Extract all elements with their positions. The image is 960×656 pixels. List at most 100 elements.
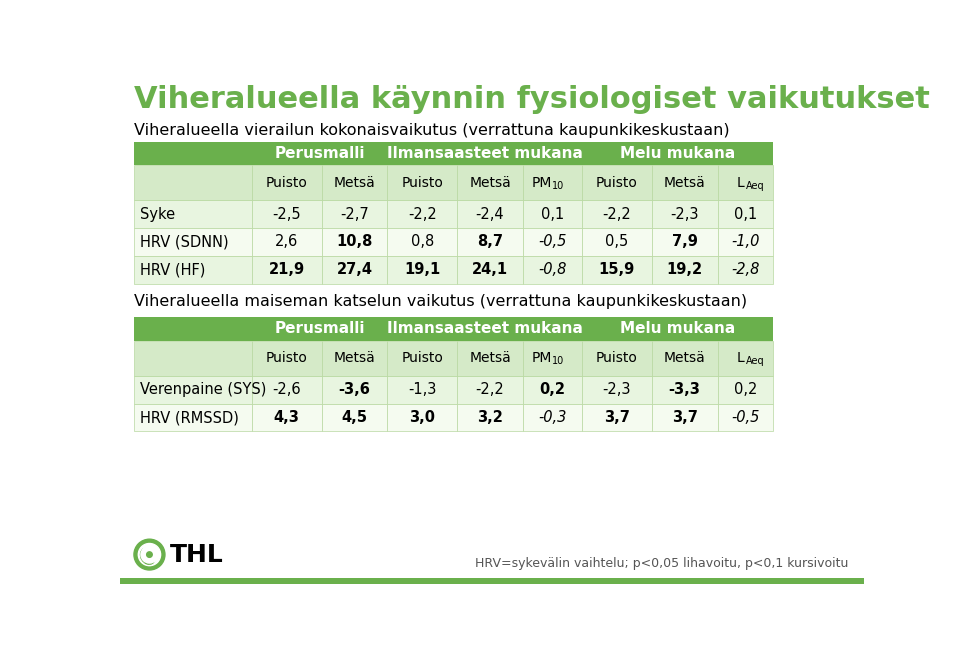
Bar: [717, 228, 774, 256]
Text: 3,7: 3,7: [604, 410, 630, 425]
Bar: [388, 318, 582, 340]
Text: 19,1: 19,1: [404, 262, 441, 277]
Text: -3,3: -3,3: [669, 382, 701, 398]
Text: 15,9: 15,9: [599, 262, 635, 277]
Text: -2,3: -2,3: [603, 382, 631, 398]
Bar: [717, 200, 774, 228]
Text: 4,5: 4,5: [342, 410, 368, 425]
Text: Viheralueella vierailun kokonaisvaikutus (verrattuna kaupunkikeskustaan): Viheralueella vierailun kokonaisvaikutus…: [134, 123, 730, 138]
Bar: [523, 403, 582, 432]
Bar: [134, 165, 252, 200]
Text: Puisto: Puisto: [596, 351, 637, 365]
Text: Puisto: Puisto: [266, 176, 307, 190]
Text: PM: PM: [531, 351, 552, 365]
Text: Metsä: Metsä: [333, 176, 375, 190]
Text: Metsä: Metsä: [469, 176, 511, 190]
Text: 24,1: 24,1: [472, 262, 508, 277]
Text: L: L: [737, 176, 745, 190]
Text: Verenpaine (SYS): Verenpaine (SYS): [140, 382, 267, 398]
Bar: [252, 376, 322, 403]
Text: -2,2: -2,2: [408, 207, 437, 222]
Bar: [582, 256, 652, 283]
Bar: [134, 318, 252, 340]
Text: Metsä: Metsä: [663, 176, 706, 190]
Bar: [388, 165, 457, 200]
Text: Viheralueella käynnin fysiologiset vaikutukset: Viheralueella käynnin fysiologiset vaiku…: [134, 85, 930, 114]
Text: Metsä: Metsä: [663, 351, 706, 365]
Text: 10: 10: [552, 356, 564, 366]
Text: Perusmalli: Perusmalli: [275, 321, 365, 337]
Bar: [134, 142, 252, 165]
Text: Ilmansaasteet mukana: Ilmansaasteet mukana: [387, 321, 583, 337]
Bar: [252, 340, 322, 376]
Text: Perusmalli: Perusmalli: [275, 146, 365, 161]
Bar: [322, 403, 388, 432]
Text: HRV=sykevälin vaihtelu; p<0,05 lihavoitu, p<0,1 kursivoitu: HRV=sykevälin vaihtelu; p<0,05 lihavoitu…: [475, 558, 849, 570]
Text: Puisto: Puisto: [401, 351, 444, 365]
Bar: [652, 200, 717, 228]
Bar: [652, 340, 717, 376]
Bar: [322, 340, 388, 376]
Text: 8,7: 8,7: [477, 234, 503, 249]
Bar: [134, 403, 252, 432]
Text: 19,2: 19,2: [666, 262, 703, 277]
Bar: [322, 165, 388, 200]
Bar: [457, 256, 523, 283]
Bar: [523, 376, 582, 403]
Bar: [717, 403, 774, 432]
Bar: [457, 200, 523, 228]
Bar: [252, 165, 322, 200]
Bar: [457, 165, 523, 200]
Bar: [457, 376, 523, 403]
Text: Metsä: Metsä: [469, 351, 511, 365]
Text: HRV (SDNN): HRV (SDNN): [140, 234, 228, 249]
Bar: [457, 403, 523, 432]
Text: Puisto: Puisto: [266, 351, 307, 365]
Bar: [457, 228, 523, 256]
Bar: [120, 578, 864, 584]
Text: 10,8: 10,8: [336, 234, 372, 249]
Bar: [388, 142, 582, 165]
Circle shape: [141, 546, 158, 563]
Text: Aeq: Aeq: [745, 356, 764, 366]
Text: 27,4: 27,4: [336, 262, 372, 277]
Text: Metsä: Metsä: [333, 351, 375, 365]
Text: -0,3: -0,3: [539, 410, 566, 425]
Bar: [717, 376, 774, 403]
Bar: [388, 228, 457, 256]
Text: -2,8: -2,8: [732, 262, 759, 277]
Text: 0,2: 0,2: [540, 382, 565, 398]
Bar: [457, 340, 523, 376]
Bar: [252, 200, 322, 228]
Text: Melu mukana: Melu mukana: [620, 321, 735, 337]
Bar: [582, 200, 652, 228]
Bar: [652, 165, 717, 200]
Text: -3,6: -3,6: [339, 382, 371, 398]
Text: 0,1: 0,1: [733, 207, 757, 222]
Text: Melu mukana: Melu mukana: [620, 146, 735, 161]
Bar: [322, 200, 388, 228]
Circle shape: [138, 543, 160, 565]
Bar: [388, 256, 457, 283]
Bar: [134, 228, 252, 256]
Text: L: L: [737, 351, 745, 365]
Bar: [582, 340, 652, 376]
Bar: [582, 165, 652, 200]
Text: Ilmansaasteet mukana: Ilmansaasteet mukana: [387, 146, 583, 161]
Text: -2,7: -2,7: [340, 207, 369, 222]
Text: -2,4: -2,4: [476, 207, 504, 222]
Circle shape: [134, 539, 165, 570]
Text: 10: 10: [552, 181, 564, 191]
Bar: [652, 256, 717, 283]
Bar: [523, 200, 582, 228]
Text: PM: PM: [531, 176, 552, 190]
Bar: [134, 200, 252, 228]
Bar: [322, 376, 388, 403]
Bar: [322, 256, 388, 283]
Text: Puisto: Puisto: [596, 176, 637, 190]
Circle shape: [147, 552, 153, 558]
Bar: [252, 256, 322, 283]
Bar: [252, 142, 388, 165]
Text: Puisto: Puisto: [401, 176, 444, 190]
Text: Syke: Syke: [140, 207, 176, 222]
